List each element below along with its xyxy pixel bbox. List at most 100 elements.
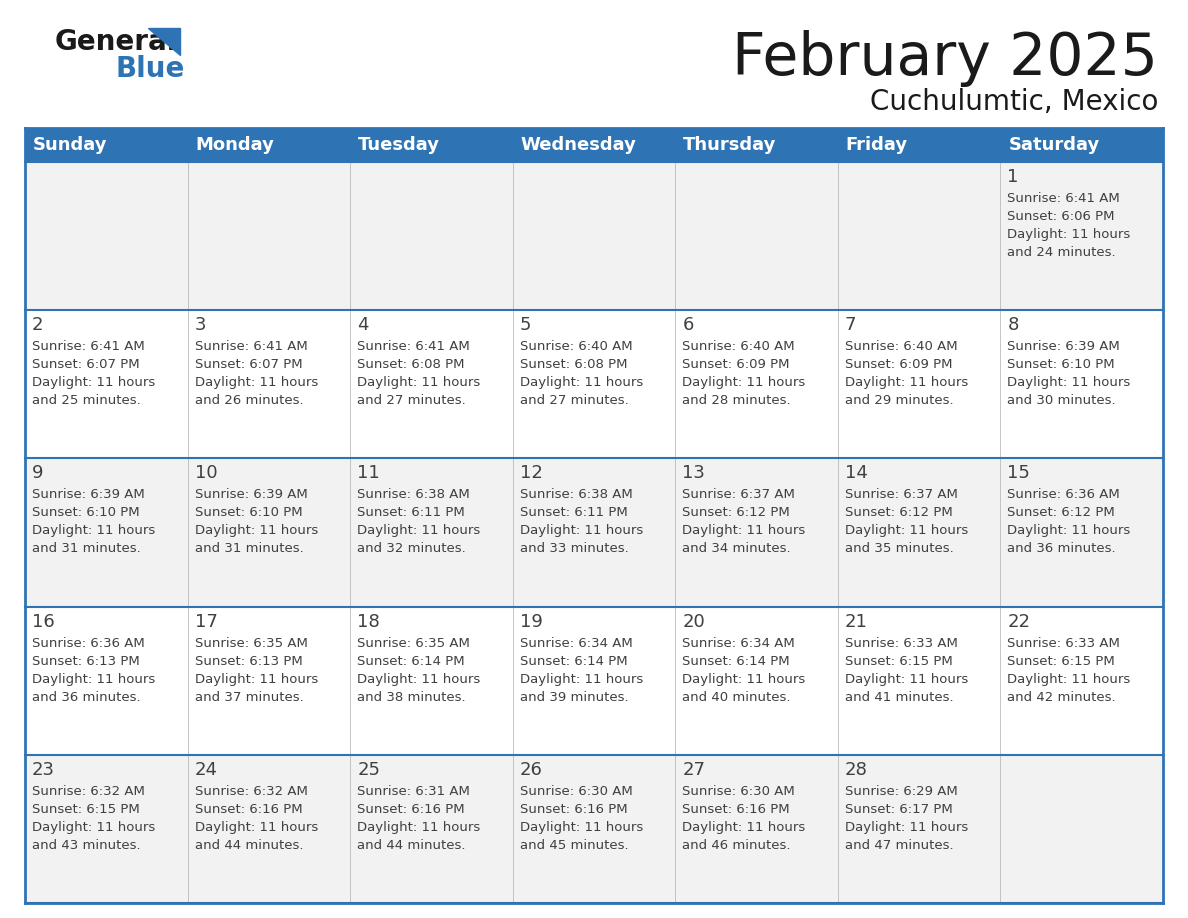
Text: Daylight: 11 hours: Daylight: 11 hours [32, 376, 156, 389]
Text: Sunset: 6:07 PM: Sunset: 6:07 PM [32, 358, 140, 371]
Text: Sunrise: 6:39 AM: Sunrise: 6:39 AM [195, 488, 308, 501]
Text: Daylight: 11 hours: Daylight: 11 hours [358, 673, 480, 686]
Text: 10: 10 [195, 465, 217, 482]
Text: Sunset: 6:12 PM: Sunset: 6:12 PM [1007, 507, 1116, 520]
Text: and 38 minutes.: and 38 minutes. [358, 690, 466, 703]
Text: Sunset: 6:10 PM: Sunset: 6:10 PM [32, 507, 140, 520]
Text: 25: 25 [358, 761, 380, 778]
Text: Daylight: 11 hours: Daylight: 11 hours [682, 673, 805, 686]
Text: Sunset: 6:16 PM: Sunset: 6:16 PM [358, 803, 465, 816]
Text: Daylight: 11 hours: Daylight: 11 hours [358, 524, 480, 537]
Text: and 44 minutes.: and 44 minutes. [358, 839, 466, 852]
Text: 26: 26 [519, 761, 543, 778]
Text: and 36 minutes.: and 36 minutes. [1007, 543, 1116, 555]
Text: 21: 21 [845, 612, 867, 631]
Text: 20: 20 [682, 612, 704, 631]
Text: Daylight: 11 hours: Daylight: 11 hours [519, 821, 643, 834]
Text: and 41 minutes.: and 41 minutes. [845, 690, 954, 703]
Text: 5: 5 [519, 316, 531, 334]
Text: February 2025: February 2025 [732, 30, 1158, 87]
FancyBboxPatch shape [350, 128, 513, 162]
Text: Daylight: 11 hours: Daylight: 11 hours [195, 821, 318, 834]
Text: Sunset: 6:16 PM: Sunset: 6:16 PM [195, 803, 302, 816]
Text: Sunset: 6:16 PM: Sunset: 6:16 PM [682, 803, 790, 816]
Text: Daylight: 11 hours: Daylight: 11 hours [1007, 376, 1131, 389]
Text: 28: 28 [845, 761, 867, 778]
FancyBboxPatch shape [513, 128, 675, 162]
Text: and 39 minutes.: and 39 minutes. [519, 690, 628, 703]
Text: and 33 minutes.: and 33 minutes. [519, 543, 628, 555]
Text: Sunset: 6:07 PM: Sunset: 6:07 PM [195, 358, 302, 371]
Text: Thursday: Thursday [683, 136, 777, 154]
Text: and 31 minutes.: and 31 minutes. [195, 543, 303, 555]
Text: 18: 18 [358, 612, 380, 631]
Text: 13: 13 [682, 465, 706, 482]
Text: Sunrise: 6:37 AM: Sunrise: 6:37 AM [682, 488, 795, 501]
Text: Sunset: 6:15 PM: Sunset: 6:15 PM [845, 655, 953, 667]
Text: Daylight: 11 hours: Daylight: 11 hours [682, 524, 805, 537]
Text: Sunrise: 6:35 AM: Sunrise: 6:35 AM [195, 636, 308, 650]
Text: and 29 minutes.: and 29 minutes. [845, 394, 954, 408]
Text: Sunrise: 6:40 AM: Sunrise: 6:40 AM [845, 341, 958, 353]
Text: and 35 minutes.: and 35 minutes. [845, 543, 954, 555]
Text: Sunrise: 6:41 AM: Sunrise: 6:41 AM [1007, 192, 1120, 205]
Text: Daylight: 11 hours: Daylight: 11 hours [358, 821, 480, 834]
Text: Daylight: 11 hours: Daylight: 11 hours [1007, 228, 1131, 241]
Text: and 25 minutes.: and 25 minutes. [32, 394, 140, 408]
FancyBboxPatch shape [25, 458, 1163, 607]
Text: and 32 minutes.: and 32 minutes. [358, 543, 466, 555]
Text: 11: 11 [358, 465, 380, 482]
Text: Daylight: 11 hours: Daylight: 11 hours [195, 376, 318, 389]
Text: 4: 4 [358, 316, 368, 334]
Text: Sunday: Sunday [33, 136, 107, 154]
Text: and 27 minutes.: and 27 minutes. [358, 394, 466, 408]
Text: Daylight: 11 hours: Daylight: 11 hours [845, 821, 968, 834]
FancyBboxPatch shape [25, 607, 1163, 755]
Text: 2: 2 [32, 316, 44, 334]
Text: Wednesday: Wednesday [520, 136, 637, 154]
Text: Sunset: 6:08 PM: Sunset: 6:08 PM [519, 358, 627, 371]
Text: Sunrise: 6:29 AM: Sunrise: 6:29 AM [845, 785, 958, 798]
Text: 19: 19 [519, 612, 543, 631]
FancyBboxPatch shape [25, 310, 1163, 458]
Text: 23: 23 [32, 761, 55, 778]
Text: Monday: Monday [196, 136, 274, 154]
Text: and 44 minutes.: and 44 minutes. [195, 839, 303, 852]
Text: 15: 15 [1007, 465, 1030, 482]
Text: Sunrise: 6:39 AM: Sunrise: 6:39 AM [32, 488, 145, 501]
Text: Daylight: 11 hours: Daylight: 11 hours [358, 376, 480, 389]
Text: and 45 minutes.: and 45 minutes. [519, 839, 628, 852]
Text: Cuchulumtic, Mexico: Cuchulumtic, Mexico [870, 88, 1158, 116]
Text: Sunrise: 6:34 AM: Sunrise: 6:34 AM [519, 636, 632, 650]
Text: and 36 minutes.: and 36 minutes. [32, 690, 140, 703]
Text: 3: 3 [195, 316, 206, 334]
Text: Daylight: 11 hours: Daylight: 11 hours [682, 376, 805, 389]
Text: Daylight: 11 hours: Daylight: 11 hours [32, 524, 156, 537]
Text: Daylight: 11 hours: Daylight: 11 hours [845, 673, 968, 686]
Text: Sunrise: 6:32 AM: Sunrise: 6:32 AM [32, 785, 145, 798]
Text: Sunset: 6:10 PM: Sunset: 6:10 PM [1007, 358, 1116, 371]
Text: Sunset: 6:13 PM: Sunset: 6:13 PM [195, 655, 302, 667]
Text: Sunset: 6:16 PM: Sunset: 6:16 PM [519, 803, 627, 816]
Text: Sunset: 6:06 PM: Sunset: 6:06 PM [1007, 210, 1114, 223]
Text: Sunset: 6:17 PM: Sunset: 6:17 PM [845, 803, 953, 816]
Text: Sunrise: 6:36 AM: Sunrise: 6:36 AM [32, 636, 145, 650]
Text: Friday: Friday [846, 136, 908, 154]
FancyBboxPatch shape [188, 128, 350, 162]
Text: Sunset: 6:14 PM: Sunset: 6:14 PM [682, 655, 790, 667]
Text: 27: 27 [682, 761, 706, 778]
Text: Daylight: 11 hours: Daylight: 11 hours [32, 821, 156, 834]
Text: Tuesday: Tuesday [358, 136, 440, 154]
Text: Daylight: 11 hours: Daylight: 11 hours [1007, 524, 1131, 537]
Text: and 34 minutes.: and 34 minutes. [682, 543, 791, 555]
Text: Daylight: 11 hours: Daylight: 11 hours [519, 673, 643, 686]
Text: Sunset: 6:09 PM: Sunset: 6:09 PM [682, 358, 790, 371]
Text: Sunset: 6:11 PM: Sunset: 6:11 PM [519, 507, 627, 520]
Text: 1: 1 [1007, 168, 1019, 186]
Text: 9: 9 [32, 465, 44, 482]
Text: Sunset: 6:14 PM: Sunset: 6:14 PM [519, 655, 627, 667]
Text: Sunset: 6:12 PM: Sunset: 6:12 PM [682, 507, 790, 520]
Text: Sunrise: 6:39 AM: Sunrise: 6:39 AM [1007, 341, 1120, 353]
Text: Sunset: 6:10 PM: Sunset: 6:10 PM [195, 507, 302, 520]
Text: Sunrise: 6:35 AM: Sunrise: 6:35 AM [358, 636, 470, 650]
